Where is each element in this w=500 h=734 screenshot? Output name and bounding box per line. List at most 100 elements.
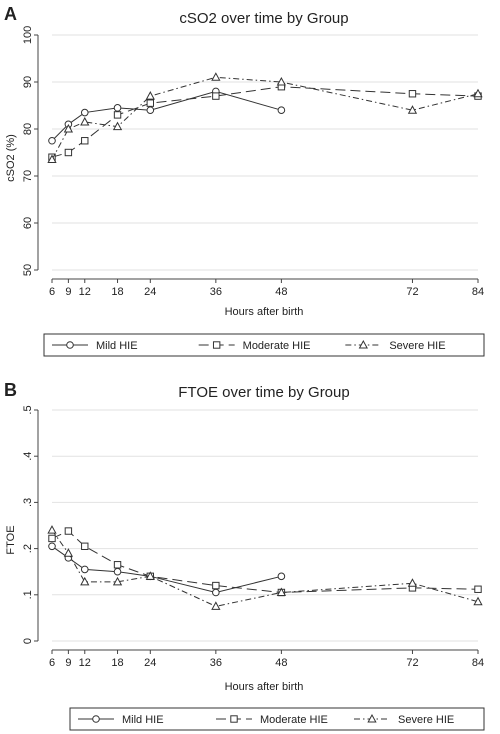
- data-point: [212, 92, 220, 100]
- data-point: [113, 104, 122, 112]
- legend-marker: [358, 339, 368, 349]
- data-point: [80, 116, 90, 126]
- y-tick-label: .2: [22, 544, 34, 553]
- panel-b-label: B: [4, 380, 17, 400]
- panel-b-xlabel: Hours after birth: [225, 681, 304, 693]
- data-point: [63, 548, 74, 557]
- y-tick-label: .3: [22, 498, 34, 507]
- data-point: [146, 99, 155, 107]
- legend-marker: [212, 341, 221, 349]
- panel-a: A cSO2 over time by Group 50 60 70 80 90 100 6…: [4, 4, 485, 357]
- legend-box: [69, 707, 485, 731]
- data-point: [64, 527, 73, 535]
- legend-entry: Mild HIE: [122, 714, 164, 726]
- data-point: [211, 601, 221, 610]
- data-point: [145, 91, 155, 100]
- legend-entry: Moderate HIE: [260, 714, 328, 726]
- data-point: [407, 578, 418, 587]
- x-tick-label: 9: [65, 657, 71, 669]
- y-tick-label: 90: [22, 76, 34, 88]
- data-point: [113, 111, 122, 119]
- data-point: [145, 571, 155, 580]
- x-tick-label: 6: [49, 286, 55, 298]
- panel-b-title: FTOE over time by Group: [178, 384, 349, 401]
- x-tick-label: 9: [65, 286, 71, 298]
- data-point: [211, 72, 221, 81]
- data-point: [48, 542, 56, 551]
- panel-a-title: cSO2 over time by Group: [179, 10, 348, 27]
- data-point: [80, 565, 89, 574]
- data-point: [64, 148, 73, 157]
- x-tick-label: 18: [111, 657, 123, 669]
- x-tick-label: 6: [49, 657, 55, 669]
- panel-a-xlabel: Hours after birth: [225, 306, 304, 318]
- x-tick-label: 36: [210, 286, 222, 298]
- legend-marker: [230, 715, 238, 723]
- data-point: [276, 76, 287, 86]
- legend-marker: [92, 715, 100, 723]
- panel-a-legend: Mild HIE Moderate HIE Severe HIE: [43, 333, 485, 357]
- legend-marker: [367, 713, 377, 723]
- x-tick-label: 72: [406, 286, 418, 298]
- y-tick-label: 100: [22, 26, 34, 44]
- data-point: [48, 136, 56, 145]
- x-tick-label: 18: [111, 286, 123, 298]
- x-tick-label: 48: [275, 657, 287, 669]
- data-point: [146, 106, 155, 114]
- y-tick-label: 0: [22, 638, 34, 644]
- x-tick-label: 48: [275, 286, 287, 298]
- legend-box: [43, 333, 485, 357]
- data-point: [276, 587, 287, 596]
- x-tick-label: 84: [472, 657, 484, 669]
- data-point: [47, 154, 57, 164]
- x-tick-label: 36: [210, 657, 222, 669]
- panel-b-ylabel: FTOE: [5, 525, 17, 554]
- legend-entry: Mild HIE: [96, 340, 138, 352]
- data-point: [48, 534, 56, 543]
- x-tick-label: 12: [79, 657, 91, 669]
- panel-a-ylabel: cSO2 (%): [5, 134, 17, 182]
- y-tick-label: 70: [22, 170, 34, 182]
- x-tick-label: 84: [472, 286, 484, 298]
- legend-entry: Severe HIE: [398, 714, 454, 726]
- data-point: [407, 105, 418, 114]
- panel-b: B FTOE over time by Group 0.1.2.3.4.56 9 1…: [4, 380, 485, 731]
- data-point: [212, 581, 220, 590]
- data-point: [81, 137, 89, 145]
- y-tick-label: .5: [22, 405, 34, 414]
- data-point: [408, 90, 417, 98]
- data-point: [473, 88, 483, 98]
- data-point: [212, 588, 220, 597]
- panel-b-plot: 0 .1 .2 .3 .4 .5 6 9 12 18 24 36 48 72 84: [22, 405, 484, 669]
- data-point: [113, 567, 122, 576]
- y-tick-label: 60: [22, 217, 34, 229]
- data-point: [112, 121, 123, 131]
- data-point: [113, 561, 122, 569]
- data-point: [277, 106, 286, 114]
- legend-entry: Severe HIE: [389, 340, 445, 352]
- legend-marker: [66, 341, 74, 349]
- data-point: [80, 108, 89, 117]
- x-tick-label: 24: [144, 286, 156, 298]
- data-point: [112, 576, 123, 586]
- data-point: [473, 596, 483, 606]
- data-point: [81, 542, 89, 550]
- series-line-2: [51, 76, 479, 160]
- data-point: [63, 123, 74, 133]
- x-tick-label: 24: [144, 657, 156, 669]
- panel-b-legend: Mild HIE Moderate HIE Severe HIE: [69, 707, 485, 731]
- panel-a-plot: 50 60 70 80 90 100 6 9 12 18 24 36 48 72 84: [22, 26, 484, 298]
- y-tick-label: .4: [22, 452, 34, 461]
- y-tick-label: 80: [22, 123, 34, 135]
- y-tick-label: 50: [22, 264, 34, 276]
- series-line-0: [51, 90, 282, 142]
- legend-entry: Moderate HIE: [243, 340, 311, 352]
- data-point: [47, 525, 57, 534]
- x-tick-label: 12: [79, 286, 91, 298]
- y-tick-label: .1: [22, 590, 34, 599]
- panel-a-label: A: [4, 4, 17, 24]
- x-tick-label: 72: [406, 657, 418, 669]
- data-point: [277, 572, 286, 581]
- data-point: [474, 585, 482, 593]
